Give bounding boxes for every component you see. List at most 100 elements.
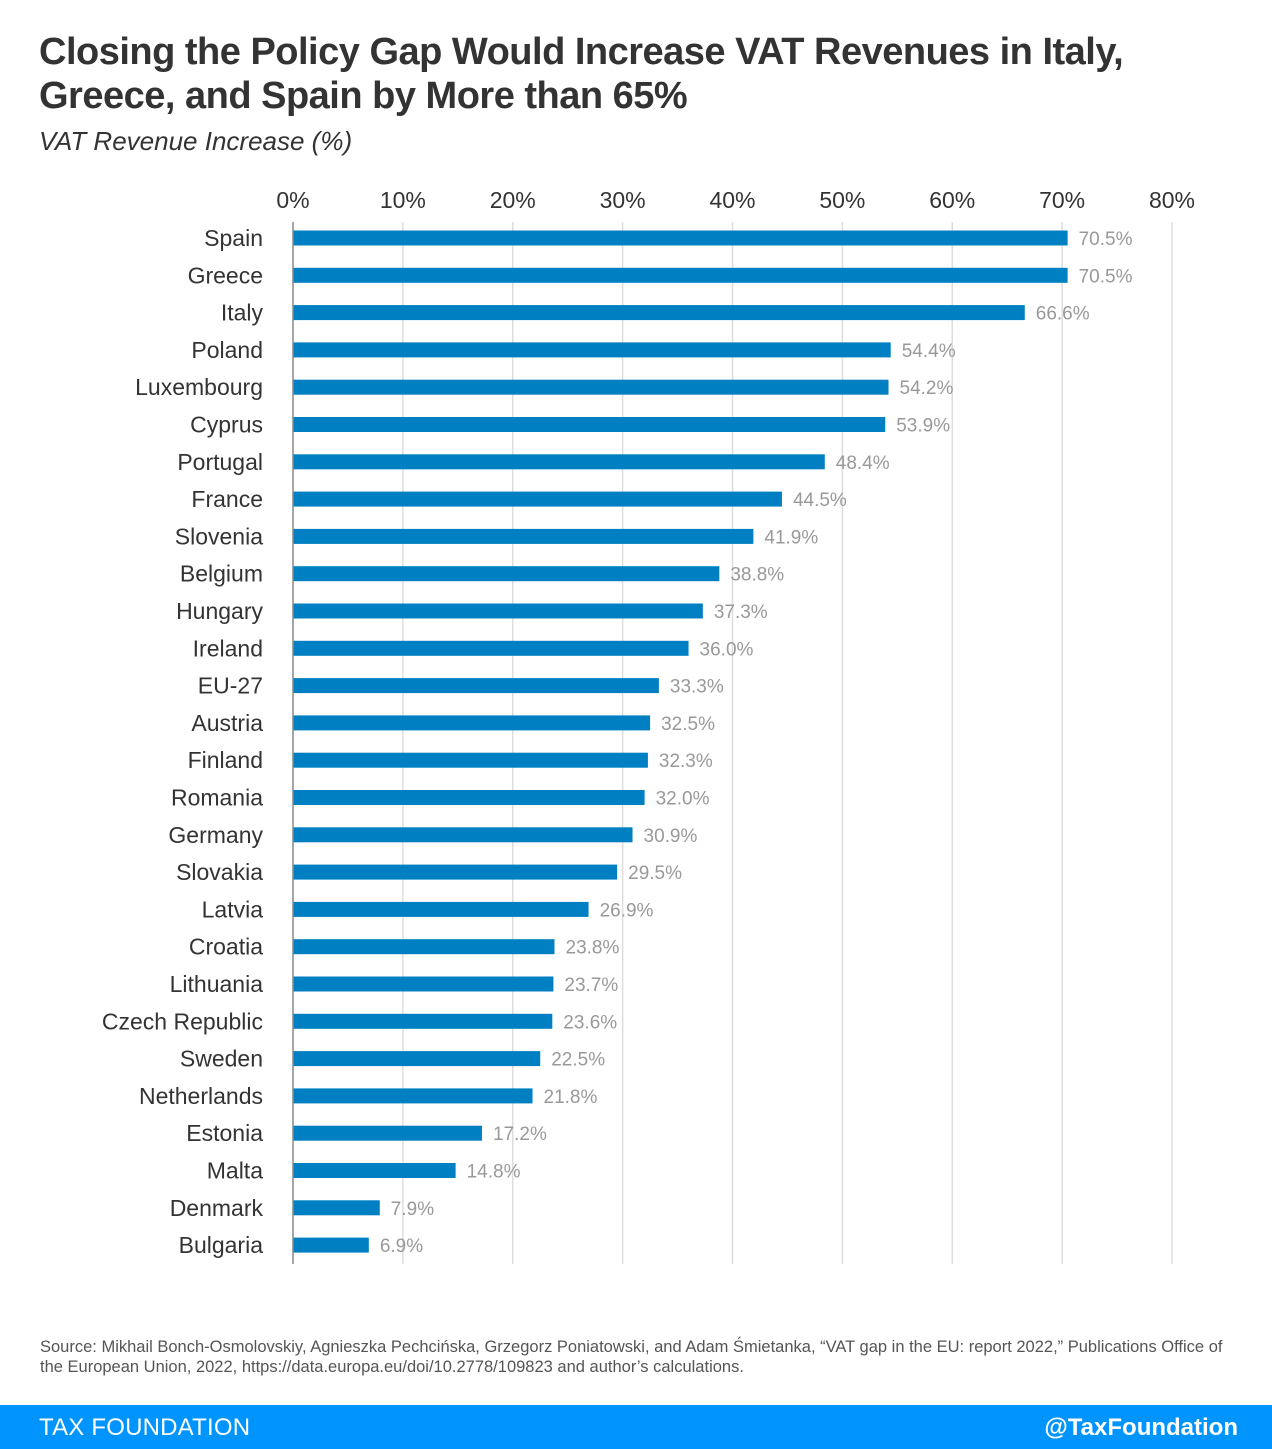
- x-tick-label: 60%: [929, 187, 975, 213]
- bar: [293, 1125, 482, 1141]
- category-label: Cyprus: [190, 412, 263, 438]
- bar: [293, 715, 651, 731]
- category-label: Belgium: [180, 561, 263, 587]
- bar: [293, 379, 889, 395]
- data-label: 41.9%: [764, 527, 818, 548]
- category-label: Slovakia: [176, 859, 263, 885]
- bar: [293, 901, 589, 917]
- chart-title: Closing the Policy Gap Would Increase VA…: [39, 31, 1124, 117]
- data-label: 23.7%: [564, 975, 618, 996]
- category-label: Netherlands: [139, 1083, 263, 1109]
- category-label: France: [191, 486, 263, 512]
- data-label: 54.2%: [900, 378, 954, 399]
- category-label: Denmark: [170, 1195, 264, 1221]
- category-label: Czech Republic: [102, 1008, 263, 1034]
- bar: [293, 640, 689, 656]
- data-label: 32.3%: [659, 751, 713, 772]
- data-label: 32.0%: [656, 789, 710, 810]
- category-label: Greece: [188, 262, 263, 288]
- data-label: 53.9%: [896, 416, 950, 437]
- bar: [293, 864, 618, 880]
- bar: [293, 454, 825, 470]
- category-label: Luxembourg: [135, 374, 263, 400]
- data-label: 36.0%: [700, 639, 754, 660]
- category-label: Bulgaria: [179, 1232, 264, 1258]
- x-tick-label: 40%: [709, 187, 755, 213]
- bar: [293, 267, 1068, 283]
- data-label: 26.9%: [600, 900, 654, 921]
- data-label: 6.9%: [380, 1236, 423, 1257]
- data-label: 17.2%: [493, 1124, 547, 1145]
- category-label: Austria: [191, 710, 263, 736]
- data-label: 66.6%: [1036, 304, 1090, 325]
- category-label: Croatia: [189, 934, 263, 960]
- bar: [293, 417, 886, 432]
- data-label: 22.5%: [551, 1050, 605, 1071]
- bar: [293, 790, 645, 805]
- bar: [293, 1237, 369, 1253]
- category-label: EU-27: [198, 673, 263, 699]
- x-tick-label: 10%: [380, 187, 426, 213]
- bar: [293, 752, 648, 768]
- data-label: 70.5%: [1079, 266, 1133, 287]
- data-label: 30.9%: [644, 826, 698, 847]
- data-label: 29.5%: [628, 863, 682, 884]
- data-label: 44.5%: [793, 490, 847, 511]
- bar-chart: 0% 10% 20% 30% 40% 50% 60% 70% 80% Spain 70.5% Gree…: [102, 187, 1195, 1264]
- category-label: Portugal: [177, 449, 263, 475]
- category-label: Latvia: [202, 896, 264, 922]
- bar: [293, 230, 1068, 246]
- category-label: Finland: [188, 747, 263, 773]
- bar: [293, 305, 1025, 321]
- bar: [293, 528, 754, 544]
- bar: [293, 1163, 456, 1178]
- category-label: Hungary: [176, 598, 263, 624]
- data-label: 37.3%: [714, 602, 768, 623]
- data-label: 14.8%: [467, 1162, 521, 1183]
- bar: [293, 939, 555, 955]
- chart-subtitle: VAT Revenue Increase (%): [39, 126, 353, 156]
- x-tick-label: 80%: [1149, 187, 1195, 213]
- category-label: Germany: [168, 822, 263, 848]
- category-label: Slovenia: [175, 523, 263, 549]
- category-label: Poland: [191, 337, 263, 363]
- data-label: 33.3%: [670, 677, 724, 698]
- footer-brand: TAX FOUNDATION: [39, 1414, 251, 1441]
- category-label: Italy: [221, 300, 264, 326]
- data-label: 32.5%: [661, 714, 715, 735]
- data-label: 38.8%: [730, 565, 784, 586]
- data-label: 70.5%: [1079, 229, 1133, 250]
- data-label: 48.4%: [836, 453, 890, 474]
- category-label: Ireland: [193, 635, 263, 661]
- category-label: Spain: [204, 225, 263, 251]
- bar: [293, 976, 554, 992]
- bar: [293, 1013, 553, 1029]
- bar: [293, 827, 633, 843]
- bar: [293, 342, 891, 358]
- bar: [293, 1051, 541, 1067]
- category-label: Lithuania: [170, 971, 264, 997]
- x-tick-label: 70%: [1039, 187, 1085, 213]
- x-tick-label: 0%: [276, 187, 309, 213]
- bar: [293, 566, 720, 582]
- bar: [293, 678, 659, 694]
- x-tick-label: 30%: [600, 187, 646, 213]
- footer-bar: TAX FOUNDATION @TaxFoundation: [0, 1405, 1272, 1449]
- data-label: 7.9%: [391, 1199, 434, 1220]
- data-label: 23.6%: [563, 1012, 617, 1033]
- source-note: Source: Mikhail Bonch-Osmolovskiy, Agnie…: [40, 1338, 1223, 1376]
- bar: [293, 491, 782, 507]
- x-tick-label: 20%: [490, 187, 536, 213]
- category-label: Malta: [207, 1158, 263, 1184]
- data-label: 54.4%: [902, 341, 956, 362]
- category-label: Estonia: [186, 1120, 263, 1146]
- data-label: 23.8%: [566, 938, 620, 959]
- category-label: Romania: [171, 785, 263, 811]
- bar: [293, 603, 703, 619]
- category-label: Sweden: [180, 1046, 263, 1072]
- x-tick-label: 50%: [819, 187, 865, 213]
- footer-handle: @TaxFoundation: [1044, 1414, 1238, 1441]
- bar: [293, 1088, 533, 1104]
- data-label: 21.8%: [544, 1087, 598, 1108]
- bar: [293, 1200, 380, 1216]
